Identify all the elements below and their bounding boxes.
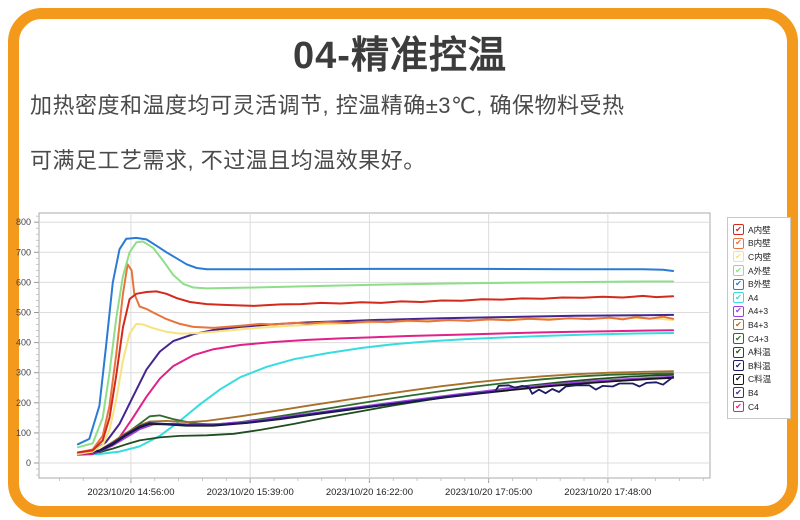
page-title: 04-精准控温 xyxy=(293,35,507,77)
legend-label: C料温 xyxy=(748,374,772,385)
legend-label: C4+3 xyxy=(748,333,769,344)
legend-item-C4[interactable]: ✔ C4 xyxy=(733,400,786,414)
x-tick-label: 2023/10/20 17:05:00 xyxy=(445,487,532,498)
series-line-C4+3 xyxy=(77,372,674,455)
series-line-A4 xyxy=(76,332,675,456)
legend-checkbox[interactable]: ✔ xyxy=(733,360,744,372)
legend-checkbox[interactable]: ✔ xyxy=(733,251,744,263)
legend-item-C料温[interactable]: ✔ C料温 xyxy=(733,373,786,387)
check-icon: ✔ xyxy=(735,347,742,357)
description-line-1: 加热密度和温度均可灵活调节, 控温精确±3℃, 确保物料受热 xyxy=(30,93,625,118)
series-line-B外壁 xyxy=(76,236,675,446)
legend-label: A4+3 xyxy=(748,306,769,317)
series-line-A料温 xyxy=(77,373,674,455)
legend-item-C内壁[interactable]: ✔ C内壁 xyxy=(733,250,786,264)
series-line-B料温 xyxy=(77,375,674,455)
legend-item-A外壁[interactable]: ✔ A外壁 xyxy=(733,264,786,278)
x-tick-label: 2023/10/20 17:48:00 xyxy=(564,487,651,498)
legend-checkbox[interactable]: ✔ xyxy=(733,278,744,290)
y-tick-label: 500 xyxy=(16,308,31,318)
legend-item-A料温[interactable]: ✔ A料温 xyxy=(733,345,786,359)
check-icon: ✔ xyxy=(735,387,742,397)
legend-item-A内壁[interactable]: ✔ A内壁 xyxy=(733,223,786,237)
legend-label: B外壁 xyxy=(748,279,771,290)
legend-label: B内壁 xyxy=(748,238,771,249)
y-tick-label: 300 xyxy=(16,368,31,378)
check-icon: ✔ xyxy=(735,360,742,370)
legend-checkbox[interactable]: ✔ xyxy=(733,265,744,277)
check-icon: ✔ xyxy=(735,292,742,302)
legend-label: B4+3 xyxy=(748,319,769,330)
legend-label: B料温 xyxy=(748,360,771,371)
legend-item-A4[interactable]: ✔ A4 xyxy=(733,291,786,305)
x-tick-label: 2023/10/20 15:39:00 xyxy=(207,487,294,498)
y-tick-label: 400 xyxy=(16,338,31,348)
legend-checkbox[interactable]: ✔ xyxy=(733,292,744,304)
legend-label: A外壁 xyxy=(748,265,771,276)
plot-area xyxy=(38,212,711,479)
legend-checkbox[interactable]: ✔ xyxy=(733,346,744,358)
y-tick-label: 700 xyxy=(16,247,31,257)
chart-legend: ✔ A内壁 ✔ B内壁 ✔ C内壁 ✔ A外壁 ✔ B外壁 ✔ A4 ✔ A4+3 ✔ B4+3 ✔ C4+3 ✔ A… xyxy=(727,217,791,420)
check-icon: ✔ xyxy=(735,374,742,384)
legend-item-B4[interactable]: ✔ B4 xyxy=(733,386,786,400)
y-tick-label: 100 xyxy=(16,428,31,438)
y-tick-label: 800 xyxy=(16,217,31,227)
x-tick-label: 2023/10/20 16:22:00 xyxy=(326,487,413,498)
check-icon: ✔ xyxy=(735,238,742,248)
check-icon: ✔ xyxy=(735,306,742,316)
legend-item-B外壁[interactable]: ✔ B外壁 xyxy=(733,277,786,291)
check-icon: ✔ xyxy=(735,251,742,261)
legend-label: A内壁 xyxy=(748,224,771,235)
legend-checkbox[interactable]: ✔ xyxy=(733,333,744,345)
y-tick-label: 600 xyxy=(16,277,31,287)
check-icon: ✔ xyxy=(735,279,742,289)
x-tick-label: 2023/10/20 14:56:00 xyxy=(87,487,174,498)
legend-label: C内壁 xyxy=(748,251,772,262)
check-icon: ✔ xyxy=(735,319,742,329)
legend-item-A4+3[interactable]: ✔ A4+3 xyxy=(733,305,786,319)
series-line-A内壁 xyxy=(76,290,675,454)
legend-item-C4+3[interactable]: ✔ C4+3 xyxy=(733,332,786,346)
legend-checkbox[interactable]: ✔ xyxy=(733,401,744,413)
check-icon: ✔ xyxy=(735,333,742,343)
legend-checkbox[interactable]: ✔ xyxy=(733,319,744,331)
legend-checkbox[interactable]: ✔ xyxy=(733,305,744,317)
legend-checkbox[interactable]: ✔ xyxy=(733,373,744,385)
legend-item-B内壁[interactable]: ✔ B内壁 xyxy=(733,237,786,251)
legend-item-B4+3[interactable]: ✔ B4+3 xyxy=(733,318,786,332)
temperature-chart: 0 100 200 300 400 500 600 700 800 2023/10/20 14:5… xyxy=(16,212,711,498)
series-line-A外壁 xyxy=(76,240,675,449)
legend-label: B4 xyxy=(748,387,759,398)
check-icon: ✔ xyxy=(735,401,742,411)
check-icon: ✔ xyxy=(735,265,742,275)
legend-checkbox[interactable]: ✔ xyxy=(733,224,744,236)
legend-label: A4 xyxy=(748,292,759,303)
series-line-C4 xyxy=(76,329,675,456)
y-tick-label: 200 xyxy=(16,398,31,408)
description-line-2: 可满足工艺需求, 不过温且均温效果好。 xyxy=(30,148,426,173)
legend-label: C4 xyxy=(748,401,759,412)
y-tick-label: 0 xyxy=(26,458,31,468)
legend-label: A料温 xyxy=(748,347,771,358)
legend-checkbox[interactable]: ✔ xyxy=(733,237,744,249)
check-icon: ✔ xyxy=(735,224,742,234)
legend-item-B料温[interactable]: ✔ B料温 xyxy=(733,359,786,373)
legend-checkbox[interactable]: ✔ xyxy=(733,387,744,399)
series-line-B内壁 xyxy=(76,263,675,454)
